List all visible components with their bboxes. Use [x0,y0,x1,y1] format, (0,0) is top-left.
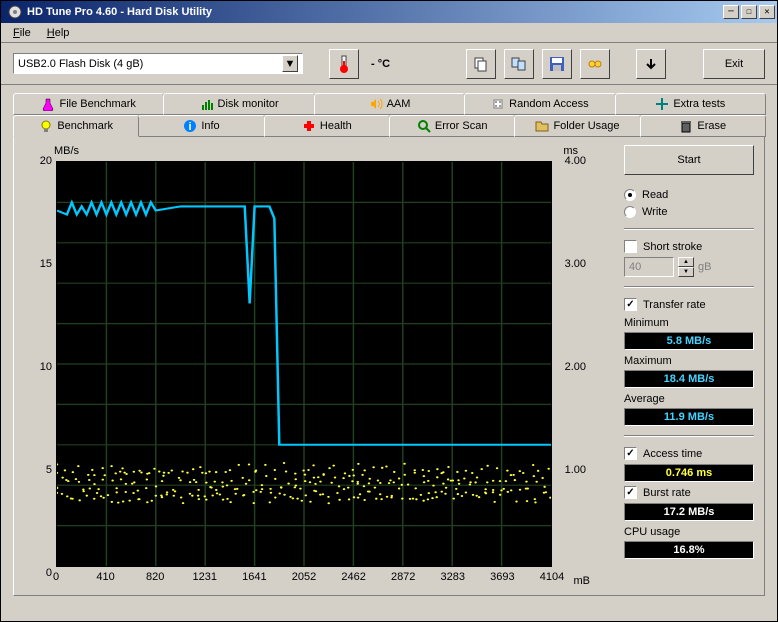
options-button[interactable] [580,49,610,79]
maximize-button[interactable]: ☐ [741,5,757,19]
tab-random-access[interactable]: Random Access [464,93,615,115]
side-panel: Start Read Write Short stroke 40 ▲▼ gB T… [624,145,754,587]
min-value: 5.8 MB/s [624,332,754,350]
exit-button[interactable]: Exit [703,49,765,79]
burst-value: 17.2 MB/s [624,503,754,521]
bars-icon [200,97,214,111]
max-value: 18.4 MB/s [624,370,754,388]
benchmark-panel: MB/s ms 20151050 4.003.002.001.00 041082… [13,136,765,596]
plus-icon [302,119,316,133]
short-stroke-checkbox[interactable]: Short stroke [624,239,754,254]
folder-icon [535,119,549,133]
tab-erase[interactable]: Erase [640,115,766,137]
cpu-value: 16.8% [624,541,754,559]
temperature-button[interactable] [329,49,359,79]
access-time-checkbox[interactable]: Access time [624,446,754,461]
menu-file[interactable]: File [5,25,39,41]
chart-canvas [56,161,552,567]
close-button[interactable]: ✕ [759,5,775,19]
temperature-display: - °C [371,58,390,70]
chevron-down-icon: ▼ [282,55,298,72]
stroke-input: 40 [624,257,674,277]
tab-disk-monitor[interactable]: Disk monitor [163,93,314,115]
chart-area: MB/s ms 20151050 4.003.002.001.00 041082… [24,145,612,587]
app-icon [7,4,23,20]
drive-selector[interactable]: USB2.0 Flash Disk (4 gB) ▼ [13,53,303,74]
tab-aam[interactable]: AAM [314,93,465,115]
read-radio[interactable]: Read [624,188,754,202]
cpu-label: CPU usage [624,526,754,538]
bulb-icon [39,119,53,133]
flask-icon [41,97,55,111]
save-button[interactable] [542,49,572,79]
trash-icon [679,119,693,133]
search-icon [417,119,431,133]
tab-folder-usage[interactable]: Folder Usage [514,115,640,137]
tab-row-bottom: BenchmarkiInfoHealthError ScanFolder Usa… [13,115,765,137]
svg-text:i: i [189,121,192,133]
dice-icon [491,97,505,111]
stroke-down[interactable]: ▼ [678,267,694,277]
transfer-rate-checkbox[interactable]: Transfer rate [624,297,754,312]
tools-icon [655,97,669,111]
tab-benchmark[interactable]: Benchmark [13,115,139,137]
minimize-button[interactable]: ─ [723,5,739,19]
y-left-label: MB/s [54,145,79,157]
burst-rate-checkbox[interactable]: Burst rate [624,485,754,500]
tab-health[interactable]: Health [264,115,390,137]
tab-info[interactable]: iInfo [138,115,264,137]
avg-label: Average [624,393,754,405]
down-arrow-button[interactable] [636,49,666,79]
window-title: HD Tune Pro 4.60 - Hard Disk Utility [27,6,723,18]
menu-help[interactable]: Help [39,25,78,41]
max-label: Maximum [624,355,754,367]
tab-row-top: File BenchmarkDisk monitorAAMRandom Acce… [13,93,765,115]
menubar: File Help [1,23,777,43]
speaker-icon [369,97,383,111]
copy-button[interactable] [466,49,496,79]
screenshot-button[interactable] [504,49,534,79]
stroke-up[interactable]: ▲ [678,257,694,267]
x-unit: mB [574,575,591,587]
toolbar: USB2.0 Flash Disk (4 gB) ▼ - °C Exit [1,43,777,85]
write-radio[interactable]: Write [624,205,754,219]
start-button[interactable]: Start [624,145,754,175]
titlebar: HD Tune Pro 4.60 - Hard Disk Utility ─ ☐… [1,1,777,23]
avg-value: 11.9 MB/s [624,408,754,426]
min-label: Minimum [624,317,754,329]
tab-error-scan[interactable]: Error Scan [389,115,515,137]
tab-extra-tests[interactable]: Extra tests [615,93,766,115]
info-icon: i [183,119,197,133]
access-value: 0.746 ms [624,464,754,482]
tab-file-benchmark[interactable]: File Benchmark [13,93,164,115]
